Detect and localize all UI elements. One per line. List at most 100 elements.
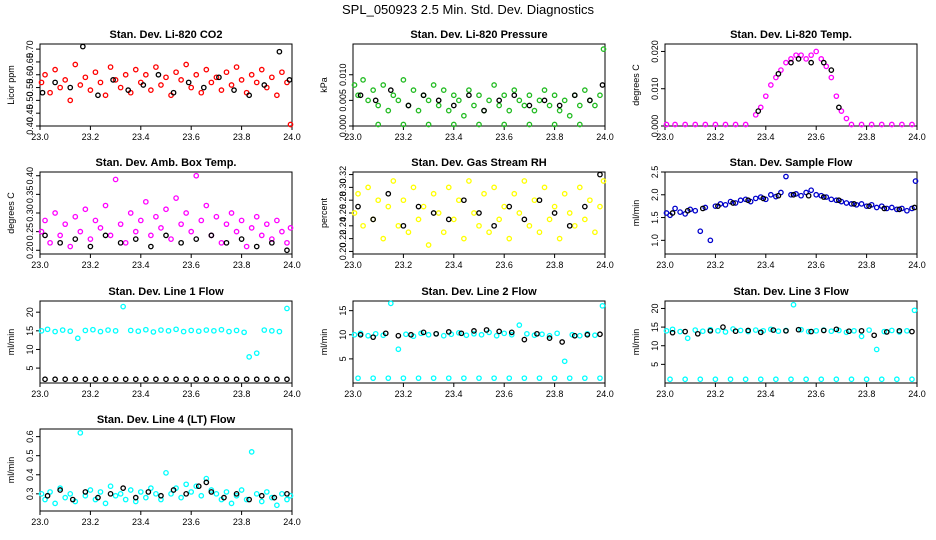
data-point xyxy=(105,327,111,333)
data-point xyxy=(823,194,830,200)
data-point xyxy=(531,197,538,204)
data-point xyxy=(372,97,379,104)
series-secondary xyxy=(44,479,290,503)
series-secondary xyxy=(669,191,918,216)
y-tick-label: 0.28 xyxy=(338,191,348,209)
data-point xyxy=(208,232,215,239)
data-point xyxy=(38,79,45,86)
data-point xyxy=(828,67,835,73)
x-tick-label: 24.0 xyxy=(283,389,301,399)
data-point xyxy=(287,121,294,128)
data-point xyxy=(241,329,247,336)
y-tick-label: 0.5 xyxy=(25,449,35,462)
data-point xyxy=(702,121,709,128)
data-point xyxy=(263,489,270,495)
data-point xyxy=(69,496,76,503)
data-point xyxy=(67,328,74,335)
series-co2 xyxy=(38,61,294,128)
data-point xyxy=(193,376,200,383)
x-tick-label: 23.4 xyxy=(757,260,775,270)
data-point xyxy=(213,376,220,383)
x-tick-label: 23.2 xyxy=(82,517,100,527)
data-point xyxy=(663,121,670,128)
data-point xyxy=(246,496,253,503)
data-point xyxy=(770,327,777,333)
x-tick-label: 23.0 xyxy=(344,132,362,142)
data-point xyxy=(405,229,412,236)
data-point xyxy=(561,190,568,197)
data-point xyxy=(471,328,477,334)
data-point xyxy=(752,111,759,118)
data-point xyxy=(355,92,361,99)
data-point xyxy=(122,496,129,503)
data-point xyxy=(268,236,275,242)
data-point xyxy=(551,203,558,210)
data-point xyxy=(183,490,190,497)
data-point xyxy=(904,207,910,214)
data-point xyxy=(790,191,797,198)
data-point xyxy=(74,335,81,342)
x-tick-label: 23.6 xyxy=(495,132,513,142)
data-point xyxy=(97,225,104,231)
data-point xyxy=(185,79,192,86)
x-tick-label: 23.2 xyxy=(395,260,413,270)
data-point xyxy=(536,375,543,382)
data-point xyxy=(712,203,719,210)
data-point xyxy=(211,327,217,334)
data-point xyxy=(375,121,382,128)
data-point xyxy=(57,239,64,246)
y-tick-label: 15 xyxy=(338,306,348,316)
data-point xyxy=(153,64,159,70)
series-secondary xyxy=(357,327,603,345)
x-tick-label: 24.0 xyxy=(908,132,926,142)
panel-title: Stan. Dev. Gas Stream RH xyxy=(411,157,547,169)
data-point xyxy=(773,376,779,383)
data-point xyxy=(102,500,109,507)
data-point xyxy=(526,222,533,229)
data-point xyxy=(395,332,402,339)
data-point xyxy=(200,84,207,91)
data-point xyxy=(365,184,371,191)
data-point xyxy=(501,92,508,99)
y-axis-label: ml/min xyxy=(6,329,16,356)
x-tick-label: 23.6 xyxy=(182,517,200,527)
data-point xyxy=(57,487,64,493)
data-point xyxy=(112,77,119,83)
x-tick-label: 23.0 xyxy=(656,132,674,142)
data-point xyxy=(375,197,382,204)
data-point xyxy=(732,200,739,206)
panel-rh: Stan. Dev. Gas Stream RH 23.0 23.2 23.4 23.6… xyxy=(319,157,614,270)
data-point xyxy=(87,487,94,493)
data-point xyxy=(775,70,782,77)
data-point xyxy=(122,71,129,78)
data-point xyxy=(506,235,513,242)
data-point xyxy=(775,328,782,335)
data-point xyxy=(253,350,260,357)
data-point xyxy=(813,48,820,55)
data-point xyxy=(400,222,407,229)
data-point xyxy=(486,97,492,104)
data-point xyxy=(77,82,84,88)
y-axis-label: degrees C xyxy=(6,192,16,234)
data-point xyxy=(516,210,523,216)
data-point xyxy=(599,82,606,88)
data-point xyxy=(571,332,578,339)
x-tick-label: 23.8 xyxy=(546,132,564,142)
x-tick-label: 23.8 xyxy=(233,389,251,399)
series-line xyxy=(38,429,294,509)
series-line xyxy=(38,303,290,360)
series-secondary xyxy=(42,232,290,254)
y-tick-label: 0.70 xyxy=(25,40,35,58)
data-point xyxy=(581,216,588,223)
data-point xyxy=(82,74,89,81)
data-point xyxy=(848,121,855,128)
data-point xyxy=(896,206,903,213)
data-point xyxy=(556,235,563,242)
data-point xyxy=(203,376,210,383)
data-point xyxy=(268,494,275,501)
data-point xyxy=(597,375,603,382)
data-point xyxy=(228,210,235,216)
y-tick-label: 2.5 xyxy=(650,166,660,179)
data-point xyxy=(440,87,447,93)
data-point xyxy=(223,69,230,76)
